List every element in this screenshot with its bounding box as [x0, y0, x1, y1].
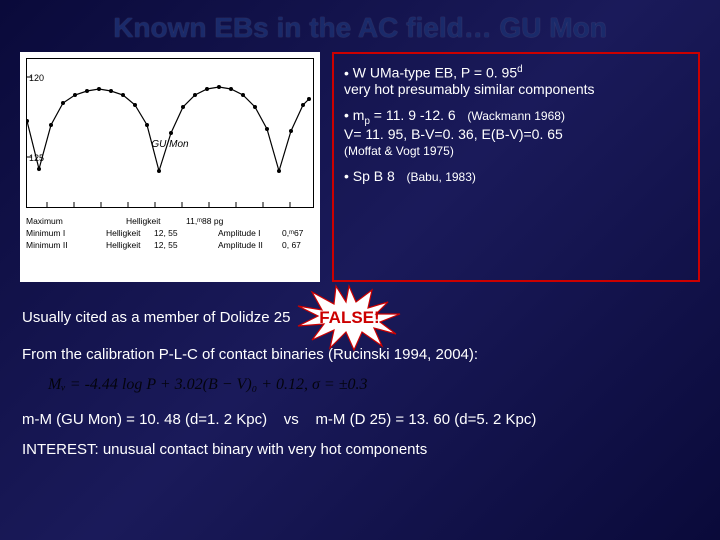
upper-row: 120 125 GU Mon MaximumHelligkeit11,ᵐ88 p… — [0, 52, 720, 282]
dist-d25: m-M (D 25) = 13. 60 (d=5. 2 Kpc) — [315, 411, 536, 428]
distance-row: m-M (GU Mon) = 10. 48 (d=1. 2 Kpc) vs m-… — [22, 409, 698, 432]
cell: 12, 55 — [154, 240, 218, 252]
cell: 0, 67 — [282, 240, 314, 252]
info-box: W UMa-type EB, P = 0. 95d very hot presu… — [332, 52, 700, 282]
interest-text: INTEREST: unusual contact binary with ve… — [22, 439, 698, 462]
b1-sup: d — [517, 64, 522, 75]
slide-title: Known EBs in the AC field… GU Mon — [0, 0, 720, 52]
cell: Helligkeit — [106, 240, 154, 252]
dist-gumon: m-M (GU Mon) = 10. 48 (d=1. 2 Kpc) — [22, 411, 267, 428]
b2-cite1: (Wackmann 1968) — [467, 109, 565, 123]
false-burst: FALSE! — [304, 298, 394, 338]
cell: Minimum I — [26, 228, 106, 240]
b1-line2: very hot presumably similar components — [344, 81, 595, 97]
b2-line2: V= 11. 95, B-V=0. 36, E(B-V)=0. 65 — [344, 126, 563, 142]
cell: Amplitude I — [218, 228, 282, 240]
member-text: Usually cited as a member of Dolidze 25 — [22, 307, 290, 330]
b3-cite: (Babu, 1983) — [407, 170, 476, 184]
cell: 12, 55 — [154, 228, 218, 240]
b2-post: = 11. 9 -12. 6 — [370, 107, 456, 123]
cell: Amplitude II — [218, 240, 282, 252]
bullet-3: Sp B 8 (Babu, 1983) — [344, 168, 688, 184]
cell: Helligkeit — [106, 228, 154, 240]
ytick-120: 120 — [29, 73, 44, 83]
cell: 11,ᵐ88 pg — [186, 216, 266, 228]
lightcurve-plot: 120 125 GU Mon — [26, 58, 314, 208]
lightcurve-figure: 120 125 GU Mon MaximumHelligkeit11,ᵐ88 p… — [20, 52, 320, 282]
b3-text: Sp B 8 — [353, 168, 395, 184]
ytick-125: 125 — [29, 153, 44, 163]
bullet-1: W UMa-type EB, P = 0. 95d very hot presu… — [344, 64, 688, 97]
lightcurve-svg — [27, 59, 315, 207]
false-label: FALSE! — [319, 305, 379, 331]
brightness-table: MaximumHelligkeit11,ᵐ88 pg Minimum IHell… — [26, 216, 314, 252]
plot-label: GU Mon — [151, 139, 188, 150]
formula-text: Mᵥ = -4.44 log P + 3.02(B − V)₀ + 0.12, … — [42, 371, 373, 399]
b1-line1: W UMa-type EB, P = 0. 95 — [353, 65, 517, 81]
b2-pre: m — [353, 107, 365, 123]
b2-cite2: (Moffat & Vogt 1975) — [344, 144, 454, 158]
lower-block: Usually cited as a member of Dolidze 25 … — [0, 282, 720, 462]
cell: Minimum II — [26, 240, 106, 252]
false-row: Usually cited as a member of Dolidze 25 … — [22, 298, 698, 338]
cell: Maximum — [26, 216, 126, 228]
cell: 0,ᵐ67 — [282, 228, 314, 240]
bullet-2: mp = 11. 9 -12. 6 (Wackmann 1968) V= 11.… — [344, 107, 688, 159]
vs-text: vs — [284, 411, 299, 428]
cell: Helligkeit — [126, 216, 186, 228]
